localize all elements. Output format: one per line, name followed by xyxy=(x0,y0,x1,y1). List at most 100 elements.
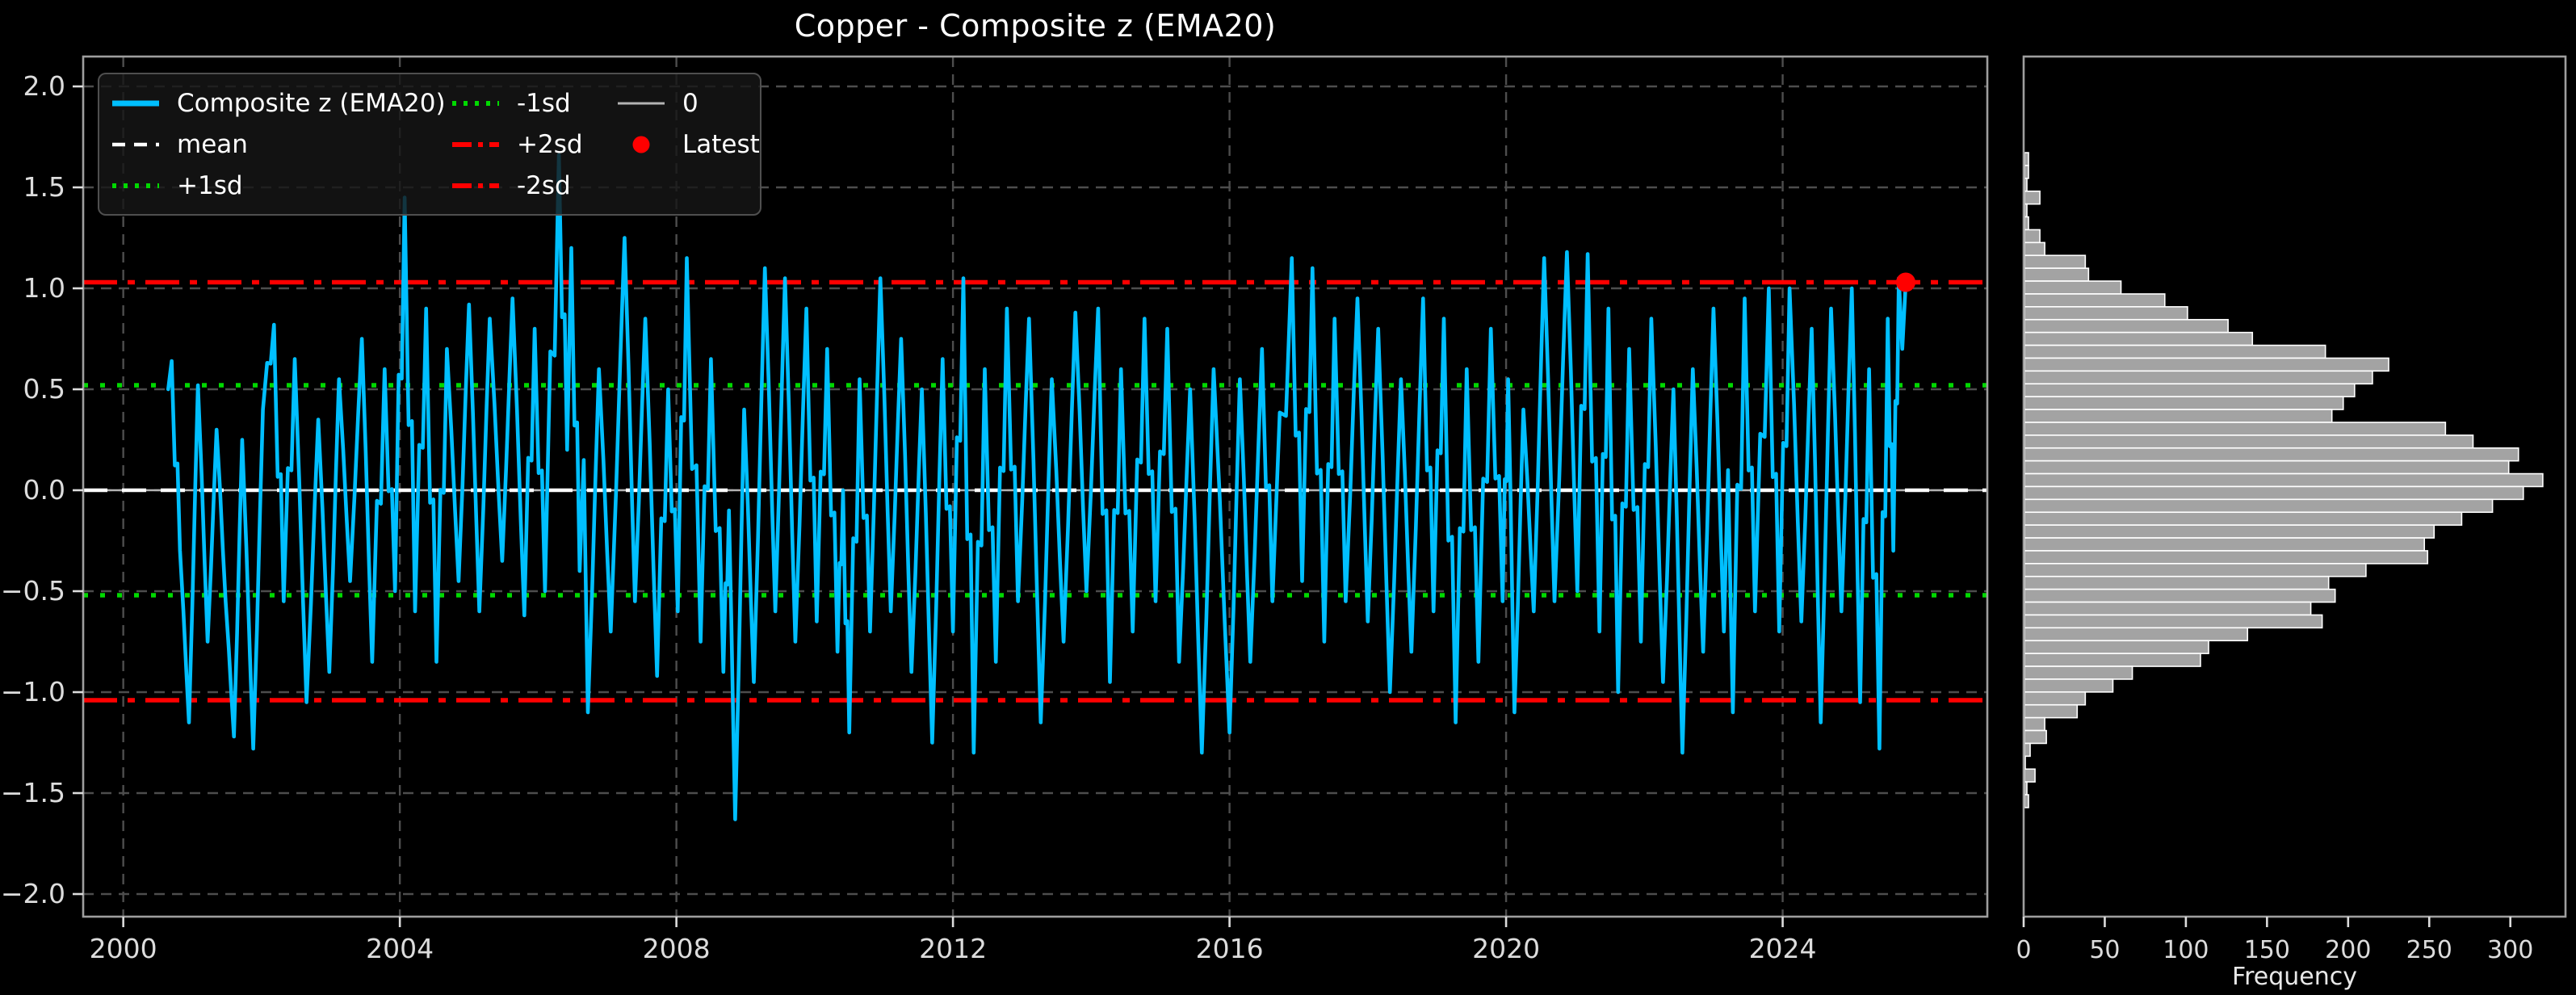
hist-bar xyxy=(2024,627,2249,642)
hist-x-tick-label: 50 xyxy=(2089,936,2120,964)
x-tick-label: 2024 xyxy=(1749,933,1817,964)
x-tick-label: 2008 xyxy=(643,933,711,964)
hist-bar xyxy=(2024,498,2494,514)
hist-bar xyxy=(2024,485,2524,501)
hist-x-tick-label: 250 xyxy=(2406,936,2452,964)
hist-bar xyxy=(2024,190,2041,205)
hist-bar xyxy=(2024,229,2041,244)
latest-marker xyxy=(1895,272,1915,292)
legend-swatch-red-dashdot-icon xyxy=(452,183,499,188)
legend-entry-label: +2sd xyxy=(517,129,583,159)
hist-bar xyxy=(2024,794,2029,808)
histogram-xlabel: Frequency xyxy=(2232,963,2357,991)
hist-bar xyxy=(2024,691,2087,706)
y-tick-label: 1.0 xyxy=(23,272,65,304)
legend-entry-label: 0 xyxy=(682,88,699,118)
x-tick-label: 2012 xyxy=(919,933,987,964)
legend-entry-label: mean xyxy=(177,129,248,159)
legend-swatch-gray-solid-icon xyxy=(618,102,665,104)
page-title: Copper - Composite z (EMA20) xyxy=(794,8,1277,44)
hist-bar xyxy=(2024,254,2087,269)
hist-bar xyxy=(2024,267,2090,282)
hist-bar xyxy=(2024,460,2510,475)
legend-entry: Latest xyxy=(616,124,760,165)
legend-column: 0 Latest xyxy=(616,82,760,206)
hist-bar xyxy=(2024,550,2429,565)
hist-x-tick-label: 300 xyxy=(2487,936,2533,964)
main-chart: 2000 2004 2008 2012 2016 2020 2024 2.0 1.5 1.0 0.5… xyxy=(1,55,1989,964)
hist-bar xyxy=(2024,241,2045,257)
hist-bar xyxy=(2024,563,2367,577)
hist-bar xyxy=(2024,601,2312,616)
histogram: 0 50 100 150 200 250 300 xyxy=(2016,55,2567,964)
legend-entry: +1sd xyxy=(111,165,451,206)
hist-bar xyxy=(2024,768,2036,783)
legend-entry-label: Latest xyxy=(682,129,760,159)
hist-bar xyxy=(2024,703,2079,719)
x-tick-label: 2016 xyxy=(1196,933,1264,964)
hist-bar xyxy=(2024,370,2373,385)
latest-dot-icon xyxy=(632,136,650,153)
legend-entry: +2sd xyxy=(451,124,616,165)
series-path xyxy=(166,153,1908,821)
hist-bar xyxy=(2024,472,2544,488)
legend-swatch-green-dot-icon xyxy=(452,100,499,106)
hist-bar xyxy=(2024,665,2133,680)
y-tick-label: 0.5 xyxy=(23,373,65,405)
hist-bar xyxy=(2024,729,2047,745)
hist-bar xyxy=(2024,396,2344,410)
legend-column: Composite z (EMA20) mean +1sd xyxy=(111,82,451,206)
legend: Composite z (EMA20) mean +1sd -1sd +2sd -2sd 0… xyxy=(98,73,761,216)
hist-bar xyxy=(2024,447,2519,462)
legend-column: -1sd +2sd -2sd xyxy=(451,82,616,206)
hist-bar xyxy=(2024,357,2389,372)
legend-entry-label: Composite z (EMA20) xyxy=(177,88,446,118)
hist-bar xyxy=(2024,280,2122,295)
hist-bar xyxy=(2024,524,2435,539)
legend-entry: -2sd xyxy=(451,165,616,206)
hist-bar xyxy=(2024,344,2326,359)
hist-bar xyxy=(2024,178,2028,192)
y-tick-label: −1.0 xyxy=(1,676,65,707)
legend-entry-label: -1sd xyxy=(517,88,571,118)
x-tick-label: 2004 xyxy=(366,933,434,964)
y-tick-label: −2.0 xyxy=(1,878,65,909)
hist-bar xyxy=(2024,331,2254,346)
legend-swatch-green-dot-icon xyxy=(112,183,159,188)
x-tick-label: 2000 xyxy=(90,933,157,964)
hist-bar xyxy=(2024,203,2028,218)
hist-bar xyxy=(2024,293,2166,308)
hist-bar xyxy=(2024,575,2330,590)
hist-bar xyxy=(2024,653,2201,667)
hist-bar xyxy=(2024,306,2188,321)
y-tick-label: 1.5 xyxy=(23,171,65,203)
legend-entry-label: +1sd xyxy=(177,170,243,200)
legend-entry: mean xyxy=(111,124,451,165)
hist-x-tick-label: 150 xyxy=(2244,936,2290,964)
hist-bar xyxy=(2024,383,2356,397)
hist-bar xyxy=(2024,216,2029,231)
main-axes-frame xyxy=(82,55,1989,918)
hist-bar xyxy=(2024,614,2323,629)
legend-swatch-white-dash-icon xyxy=(112,142,159,146)
hist-x-tick-label: 100 xyxy=(2163,936,2209,964)
hist-bar xyxy=(2024,537,2426,552)
legend-entry: -1sd xyxy=(451,82,616,124)
y-tick-label: 0.0 xyxy=(23,474,65,506)
hist-bar xyxy=(2024,678,2114,693)
hist-bar xyxy=(2024,588,2336,603)
legend-swatch-cyan-solid-icon xyxy=(112,100,159,106)
hist-bar xyxy=(2024,716,2045,732)
hist-bar xyxy=(2024,742,2031,758)
hist-bar xyxy=(2024,781,2028,796)
hist-bar xyxy=(2024,422,2447,436)
legend-entry-label: -2sd xyxy=(517,170,571,200)
legend-entry: Composite z (EMA20) xyxy=(111,82,451,124)
hist-bar xyxy=(2024,511,2463,526)
hist-bar xyxy=(2024,165,2029,179)
hist-x-tick-label: 200 xyxy=(2325,936,2371,964)
y-tick-label: −1.5 xyxy=(1,777,65,808)
legend-swatch-red-dashdot-icon xyxy=(452,141,499,147)
